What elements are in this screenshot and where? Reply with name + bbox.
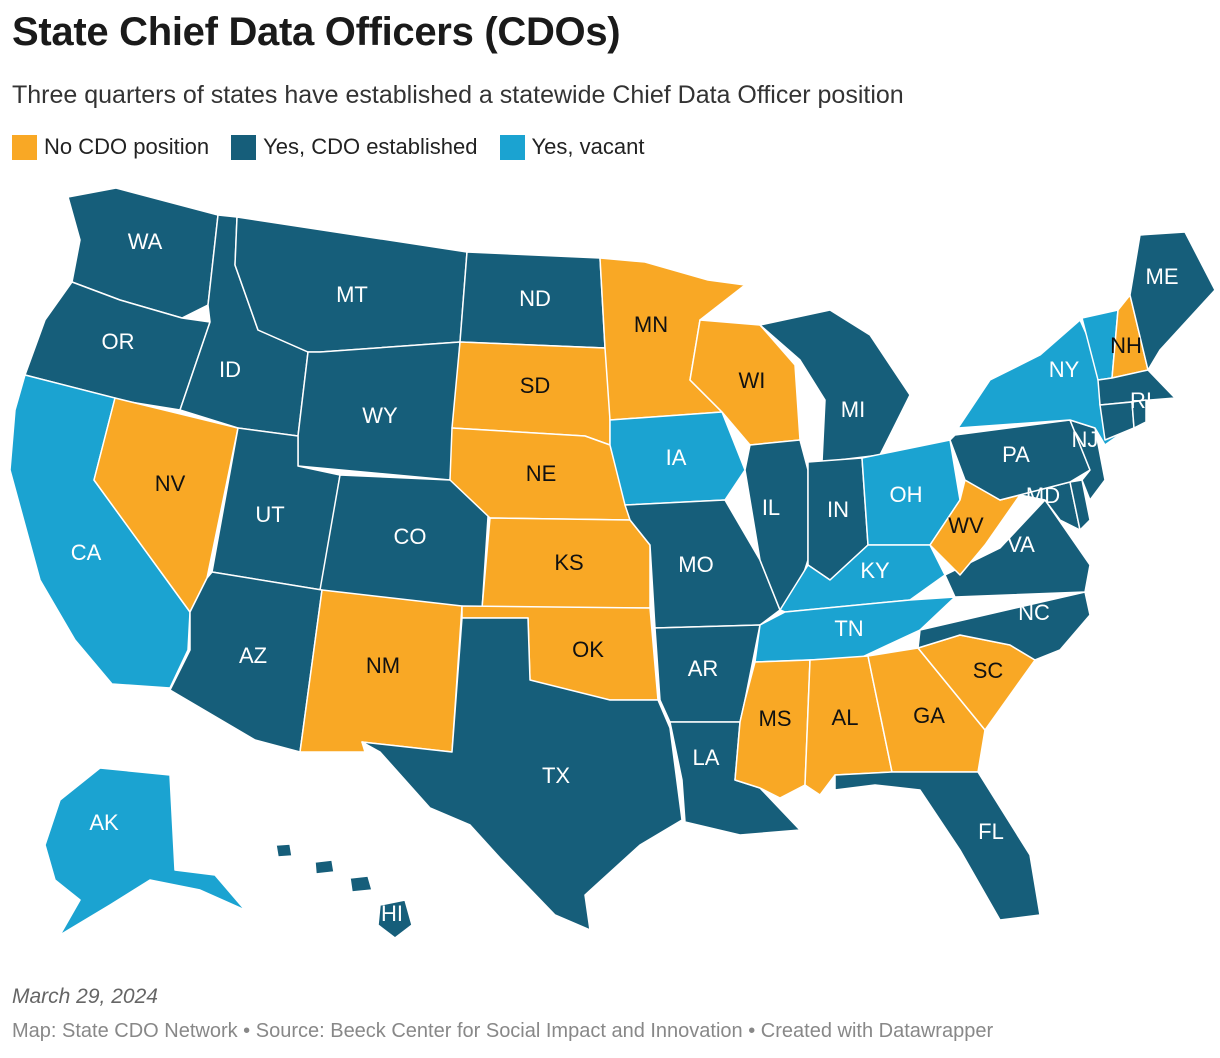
label-MO: MO (678, 552, 713, 577)
label-NY: NY (1049, 357, 1080, 382)
label-MT: MT (336, 282, 368, 307)
label-NH: NH (1110, 333, 1142, 358)
chart-subtitle: Three quarters of states have establishe… (12, 81, 904, 109)
state-HI-kauai[interactable] (275, 843, 293, 858)
label-WY: WY (362, 403, 398, 428)
label-AK: AK (89, 810, 119, 835)
state-CT[interactable] (1099, 401, 1135, 441)
label-NM: NM (366, 653, 400, 678)
label-AR: AR (688, 656, 719, 681)
label-NJ: NJ (1072, 427, 1099, 452)
state-CO[interactable] (319, 474, 491, 611)
label-IL: IL (762, 495, 780, 520)
label-SC: SC (973, 658, 1004, 683)
label-HI: HI (381, 901, 403, 926)
legend-swatch-established (231, 134, 257, 160)
state-RI[interactable] (1131, 399, 1147, 429)
label-WI: WI (739, 368, 766, 393)
label-FL: FL (978, 819, 1004, 844)
legend: No CDO position Yes, CDO established Yes… (12, 134, 666, 160)
label-IN: IN (827, 497, 849, 522)
label-KY: KY (860, 558, 890, 583)
state-labels: WA OR CA NV ID MT WY UT CO AZ NM ND SD N… (71, 229, 1179, 926)
state-DE[interactable] (1069, 479, 1091, 531)
label-IA: IA (666, 445, 687, 470)
label-TX: TX (542, 763, 570, 788)
label-MI: MI (841, 397, 865, 422)
legend-swatch-vacant (499, 134, 525, 160)
label-MD: MD (1026, 483, 1060, 508)
label-MN: MN (634, 312, 668, 337)
label-WV: WV (948, 513, 984, 538)
chart-date: March 29, 2024 (12, 985, 158, 1008)
state-HI-maui[interactable] (349, 875, 373, 893)
label-WA: WA (128, 229, 163, 254)
legend-label-vacant: Yes, vacant (531, 134, 645, 159)
state-HI-oahu[interactable] (314, 859, 335, 875)
label-NC: NC (1018, 600, 1050, 625)
legend-swatch-none (12, 134, 37, 160)
label-OK: OK (572, 637, 604, 662)
legend-item-none: No CDO position (12, 134, 209, 160)
chart-title: State Chief Data Officers (CDOs) (12, 10, 621, 54)
label-GA: GA (913, 703, 945, 728)
label-UT: UT (255, 502, 284, 527)
label-VA: VA (1007, 532, 1035, 557)
state-HI[interactable] (377, 899, 413, 939)
state-NC[interactable] (917, 591, 1091, 661)
label-TN: TN (834, 616, 863, 641)
state-KS[interactable] (481, 517, 651, 609)
state-AK[interactable] (44, 767, 246, 936)
label-ID: ID (219, 357, 241, 382)
label-SD: SD (520, 373, 551, 398)
label-AZ: AZ (239, 643, 267, 668)
state-FL[interactable] (834, 771, 1041, 921)
label-KS: KS (554, 550, 583, 575)
label-LA: LA (693, 745, 720, 770)
legend-item-vacant: Yes, vacant (499, 134, 645, 160)
state-shapes (9, 187, 1216, 939)
label-PA: PA (1002, 442, 1030, 467)
legend-item-established: Yes, CDO established (231, 134, 478, 160)
state-VA[interactable] (944, 499, 1091, 598)
label-OR: OR (102, 329, 135, 354)
state-ME[interactable] (1129, 231, 1216, 371)
label-NV: NV (155, 471, 186, 496)
label-NE: NE (526, 461, 557, 486)
label-CO: CO (394, 524, 427, 549)
legend-label-established: Yes, CDO established (263, 134, 478, 159)
state-GA[interactable] (867, 647, 986, 773)
label-AL: AL (832, 705, 859, 730)
label-ME: ME (1146, 264, 1179, 289)
label-CA: CA (71, 540, 102, 565)
legend-label-none: No CDO position (44, 134, 210, 159)
label-OH: OH (890, 482, 923, 507)
label-ND: ND (519, 286, 551, 311)
us-map: WA OR CA NV ID MT WY UT CO AZ NM ND SD N… (9, 187, 1216, 939)
state-TX[interactable] (361, 617, 683, 931)
chart-source: Map: State CDO Network • Source: Beeck C… (12, 1020, 994, 1042)
label-MS: MS (759, 706, 792, 731)
label-RI: RI (1130, 388, 1152, 413)
